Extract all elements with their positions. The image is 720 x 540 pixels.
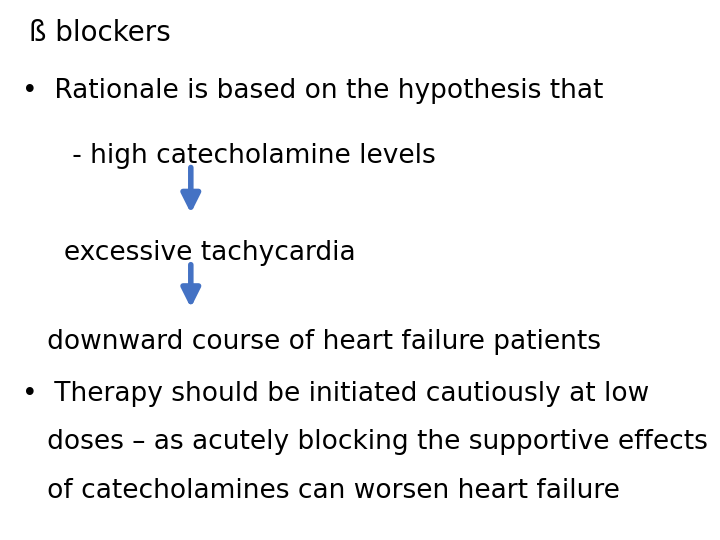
Text: •  Rationale is based on the hypothesis that: • Rationale is based on the hypothesis t…	[22, 78, 603, 104]
Text: ß blockers: ß blockers	[29, 19, 171, 47]
Text: downward course of heart failure patients: downward course of heart failure patient…	[22, 329, 600, 355]
Text: doses – as acutely blocking the supportive effects: doses – as acutely blocking the supporti…	[22, 429, 708, 455]
Text: of catecholamines can worsen heart failure: of catecholamines can worsen heart failu…	[22, 478, 619, 504]
Text: •  Therapy should be initiated cautiously at low: • Therapy should be initiated cautiously…	[22, 381, 649, 407]
Text: excessive tachycardia: excessive tachycardia	[22, 240, 355, 266]
Text: - high catecholamine levels: - high catecholamine levels	[22, 143, 436, 169]
